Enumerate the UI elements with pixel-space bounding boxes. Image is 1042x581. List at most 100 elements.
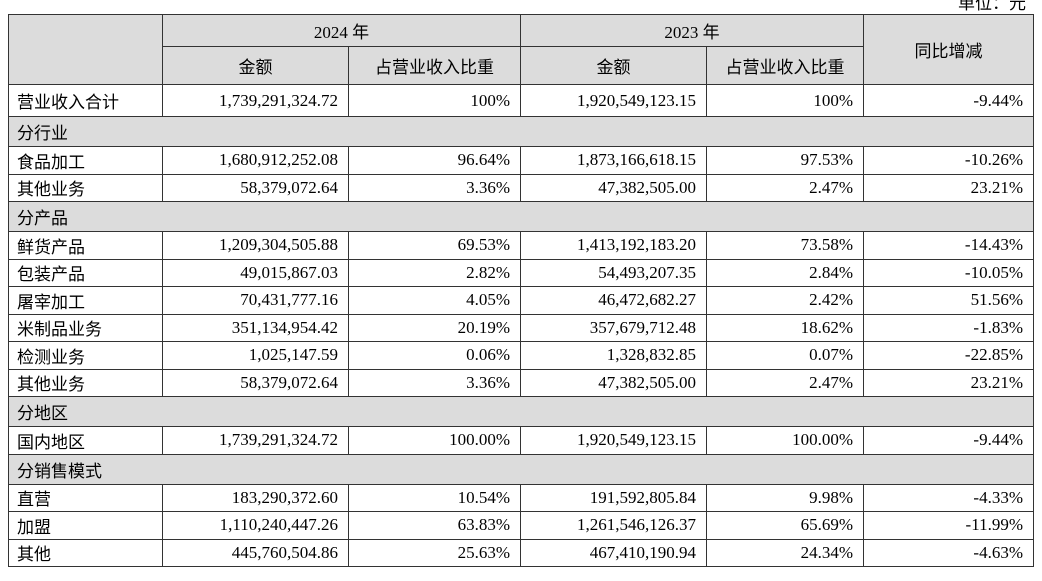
value-cell: 357,679,712.48 — [520, 313, 707, 342]
value-cell: 1,328,832.85 — [520, 341, 707, 370]
data-row: 其他 445,760,504.86 25.63% 467,410,190.94 24.3… — [8, 538, 1034, 567]
value-cell: -9.44% — [863, 426, 1034, 455]
change-header: 同比增减 — [863, 14, 1034, 85]
value-cell: 3.36% — [348, 173, 521, 202]
value-cell: 65.69% — [706, 511, 864, 540]
value-cell: 25.63% — [348, 538, 521, 567]
value-cell: 4.05% — [348, 286, 521, 315]
value-cell: -14.43% — [863, 231, 1034, 260]
value-cell: 24.34% — [706, 538, 864, 567]
row-label: 屠宰加工 — [8, 286, 163, 315]
value-cell: 63.83% — [348, 511, 521, 540]
value-cell: 1,025,147.59 — [162, 341, 349, 370]
unit-note: 单位：元 — [958, 0, 1026, 13]
value-cell: -10.26% — [863, 146, 1034, 175]
data-row: 检测业务 1,025,147.59 0.06% 1,328,832.85 0.07% -2… — [8, 341, 1034, 370]
corner-cell — [8, 14, 163, 85]
value-cell: 46,472,682.27 — [520, 286, 707, 315]
data-row: 鲜货产品 1,209,304,505.88 69.53% 1,413,192,183.… — [8, 231, 1034, 260]
row-label: 其他业务 — [8, 173, 163, 202]
section-row: 分地区 — [8, 396, 1034, 427]
value-cell: 18.62% — [706, 313, 864, 342]
value-cell: 58,379,072.64 — [162, 368, 349, 397]
value-cell: 23.21% — [863, 173, 1034, 202]
value-cell: 54,493,207.35 — [520, 258, 707, 287]
section-row: 分产品 — [8, 201, 1034, 232]
row-label: 鲜货产品 — [8, 231, 163, 260]
value-cell: 49,015,867.03 — [162, 258, 349, 287]
value-cell: 96.64% — [348, 146, 521, 175]
row-label: 营业收入合计 — [8, 84, 163, 117]
value-cell: 191,592,805.84 — [520, 483, 707, 512]
value-cell: 73.58% — [706, 231, 864, 260]
revenue-table: 2024 年 2023 年 同比增减 金额 占营业收入比重 金额 占营业收入比重… — [8, 14, 1034, 567]
data-row: 其他业务 58,379,072.64 3.36% 47,382,505.00 2.47%… — [8, 173, 1034, 202]
value-cell: 100.00% — [348, 426, 521, 455]
section-row: 分销售模式 — [8, 453, 1034, 485]
value-cell: 2.47% — [706, 173, 864, 202]
value-cell: 100.00% — [706, 426, 864, 455]
value-cell: 23.21% — [863, 368, 1034, 397]
value-cell: 100% — [348, 84, 521, 117]
value-cell: 1,873,166,618.15 — [520, 146, 707, 175]
data-row: 屠宰加工 70,431,777.16 4.05% 46,472,682.27 2.42%… — [8, 286, 1034, 315]
data-row: 国内地区 1,739,291,324.72 100.00% 1,920,549,123… — [8, 426, 1034, 455]
data-row: 包装产品 49,015,867.03 2.82% 54,493,207.35 2.84%… — [8, 258, 1034, 287]
value-cell: 2.47% — [706, 368, 864, 397]
value-cell: 2.84% — [706, 258, 864, 287]
row-label: 国内地区 — [8, 426, 163, 455]
value-cell: 183,290,372.60 — [162, 483, 349, 512]
value-cell: 47,382,505.00 — [520, 173, 707, 202]
value-cell: 97.53% — [706, 146, 864, 175]
value-cell: 0.07% — [706, 341, 864, 370]
value-cell: 2.82% — [348, 258, 521, 287]
column-header: 占营业收入比重 — [706, 46, 864, 85]
value-cell: -4.33% — [863, 483, 1034, 512]
value-cell: 1,739,291,324.72 — [162, 426, 349, 455]
section-label: 分销售模式 — [8, 453, 1034, 485]
value-cell: -1.83% — [863, 313, 1034, 342]
data-row: 营业收入合计 1,739,291,324.72 100% 1,920,549,123.… — [8, 84, 1034, 117]
value-cell: 51.56% — [863, 286, 1034, 315]
row-label: 其他 — [8, 538, 163, 567]
section-label: 分产品 — [8, 201, 1034, 232]
value-cell: 10.54% — [348, 483, 521, 512]
value-cell: 1,680,912,252.08 — [162, 146, 349, 175]
value-cell: 1,413,192,183.20 — [520, 231, 707, 260]
data-row: 其他业务 58,379,072.64 3.36% 47,382,505.00 2.47%… — [8, 368, 1034, 397]
data-row: 加盟 1,110,240,447.26 63.83% 1,261,546,126.37… — [8, 511, 1034, 540]
value-cell: 69.53% — [348, 231, 521, 260]
value-cell: 1,209,304,505.88 — [162, 231, 349, 260]
data-row: 直营 183,290,372.60 10.54% 191,592,805.84 9.98… — [8, 483, 1034, 512]
value-cell: 1,920,549,123.15 — [520, 426, 707, 455]
value-cell: 445,760,504.86 — [162, 538, 349, 567]
row-label: 加盟 — [8, 511, 163, 540]
year-header: 2023 年 — [520, 14, 864, 47]
column-header: 占营业收入比重 — [348, 46, 521, 85]
section-label: 分地区 — [8, 396, 1034, 427]
value-cell: 1,110,240,447.26 — [162, 511, 349, 540]
value-cell: 467,410,190.94 — [520, 538, 707, 567]
year-header: 2024 年 — [162, 14, 521, 47]
value-cell: 20.19% — [348, 313, 521, 342]
value-cell: -9.44% — [863, 84, 1034, 117]
row-label: 其他业务 — [8, 368, 163, 397]
value-cell: 9.98% — [706, 483, 864, 512]
section-label: 分行业 — [8, 116, 1034, 147]
table-body: 营业收入合计 1,739,291,324.72 100% 1,920,549,123.… — [8, 84, 1034, 567]
section-row: 分行业 — [8, 116, 1034, 147]
value-cell: 58,379,072.64 — [162, 173, 349, 202]
row-label: 米制品业务 — [8, 313, 163, 342]
value-cell: 1,739,291,324.72 — [162, 84, 349, 117]
column-header: 金额 — [520, 46, 707, 85]
value-cell: 100% — [706, 84, 864, 117]
value-cell: 70,431,777.16 — [162, 286, 349, 315]
value-cell: -11.99% — [863, 511, 1034, 540]
column-header: 金额 — [162, 46, 349, 85]
value-cell: 3.36% — [348, 368, 521, 397]
value-cell: 1,261,546,126.37 — [520, 511, 707, 540]
data-row: 食品加工 1,680,912,252.08 96.64% 1,873,166,618.… — [8, 146, 1034, 175]
value-cell: 2.42% — [706, 286, 864, 315]
value-cell: 351,134,954.42 — [162, 313, 349, 342]
row-label: 检测业务 — [8, 341, 163, 370]
